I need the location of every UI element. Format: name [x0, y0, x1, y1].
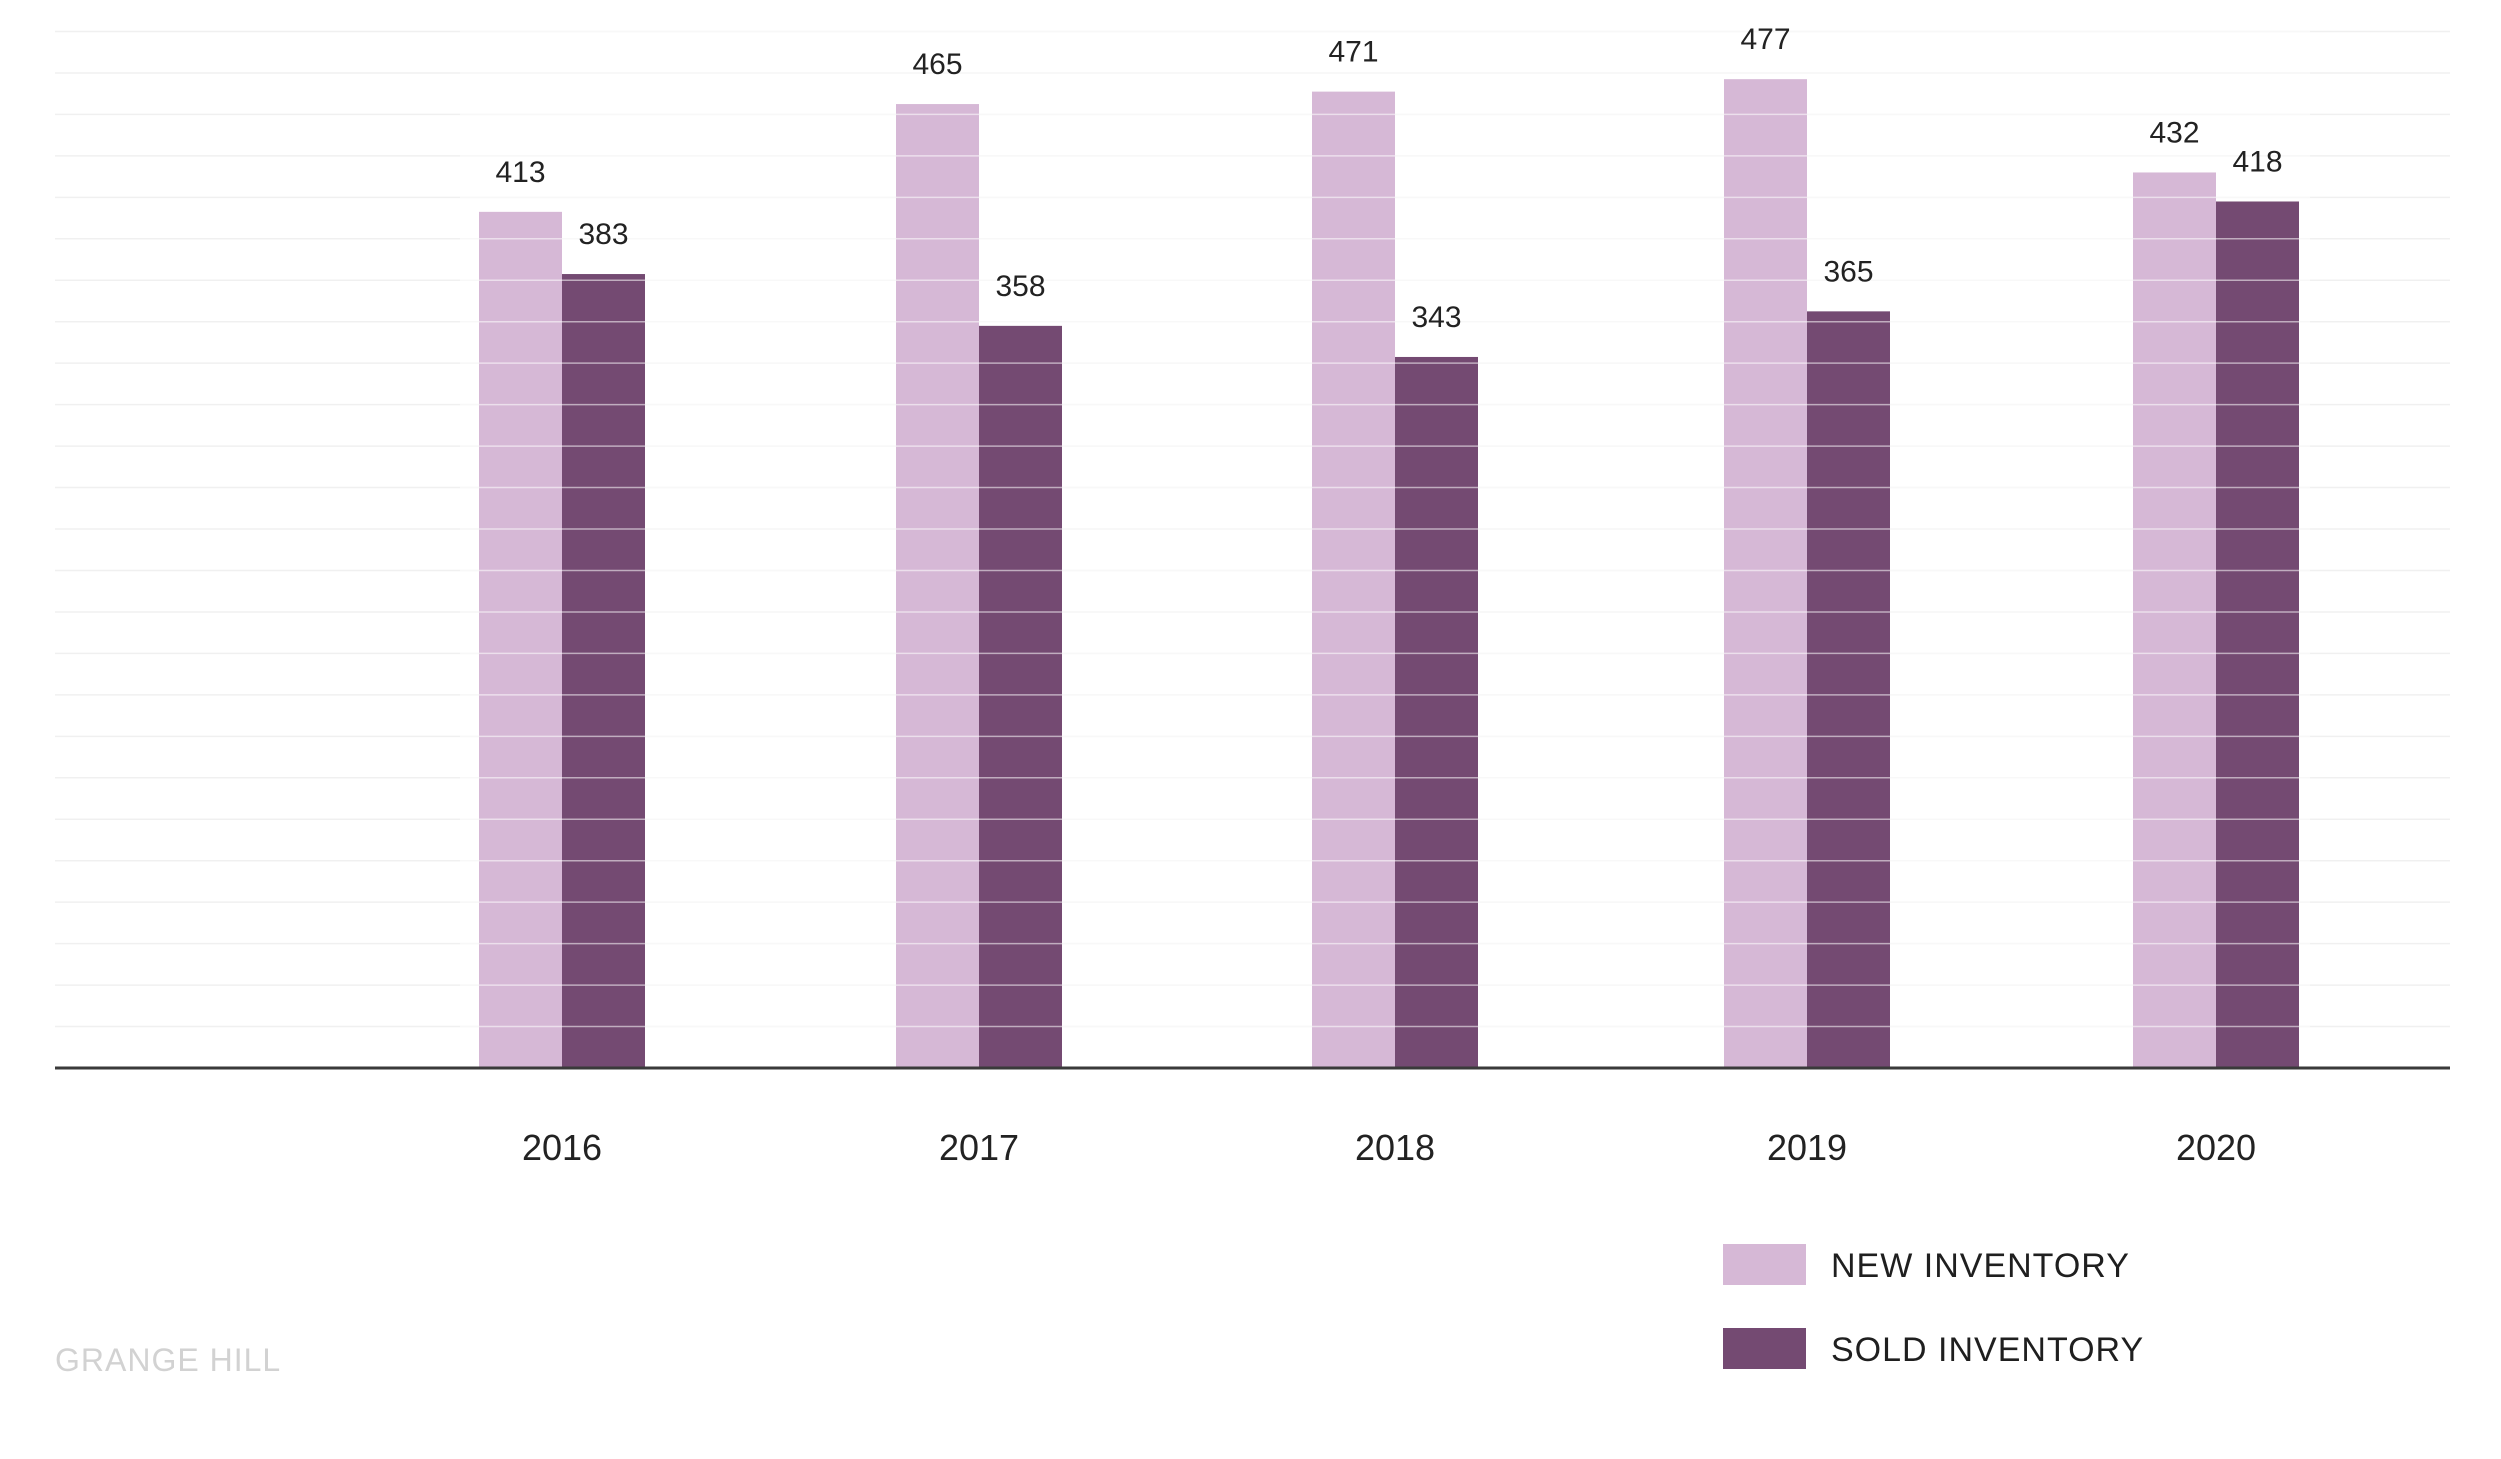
legend-swatch-sold	[1723, 1328, 1806, 1369]
bar-2019-sold	[1807, 311, 1890, 1069]
bar-2020-new	[2133, 172, 2216, 1069]
data-label-2020-new: 432	[2149, 116, 2199, 149]
data-label-2018-new: 471	[1328, 36, 1378, 69]
legend-swatch-new	[1723, 1244, 1806, 1285]
brand-watermark: GRANGE HILL	[55, 1342, 281, 1378]
data-label-2018-sold: 343	[1411, 301, 1461, 334]
bar-2016-new	[479, 211, 562, 1068]
bar-gridline-overlay	[460, 30, 2310, 1028]
data-label-2016-new: 413	[495, 156, 545, 189]
legend-label-sold: SOLD INVENTORY	[1831, 1331, 2144, 1369]
bar-2020-sold	[2216, 201, 2299, 1069]
bar-2019-new	[1724, 79, 1807, 1068]
data-label-2017-new: 465	[912, 48, 962, 81]
data-label-2019-new: 477	[1740, 23, 1790, 56]
x-tick-label-2016: 2016	[522, 1127, 602, 1168]
data-labels: 413 383 465 358 471 343 477 365 432 418	[495, 23, 2282, 334]
legend: NEW INVENTORY SOLD INVENTORY	[1723, 1244, 2144, 1369]
x-tick-label-2017: 2017	[939, 1127, 1019, 1168]
bar-2016-sold	[562, 274, 645, 1068]
x-tick-labels: 2016 2017 2018 2019 2020	[522, 1127, 2256, 1168]
data-label-2020-sold: 418	[2232, 145, 2282, 178]
bar-2017-new	[896, 104, 979, 1069]
bars	[460, 30, 2310, 1069]
x-tick-label-2020: 2020	[2176, 1127, 2256, 1168]
data-label-2017-sold: 358	[995, 270, 1045, 303]
x-tick-label-2019: 2019	[1767, 1127, 1847, 1168]
data-label-2019-sold: 365	[1823, 255, 1873, 288]
data-label-2016-sold: 383	[578, 218, 628, 251]
bar-2017-sold	[979, 325, 1062, 1069]
x-tick-label-2018: 2018	[1355, 1127, 1435, 1168]
bar-2018-sold	[1395, 356, 1478, 1068]
bar-2018-new	[1312, 91, 1395, 1068]
legend-label-new: NEW INVENTORY	[1831, 1247, 2130, 1285]
